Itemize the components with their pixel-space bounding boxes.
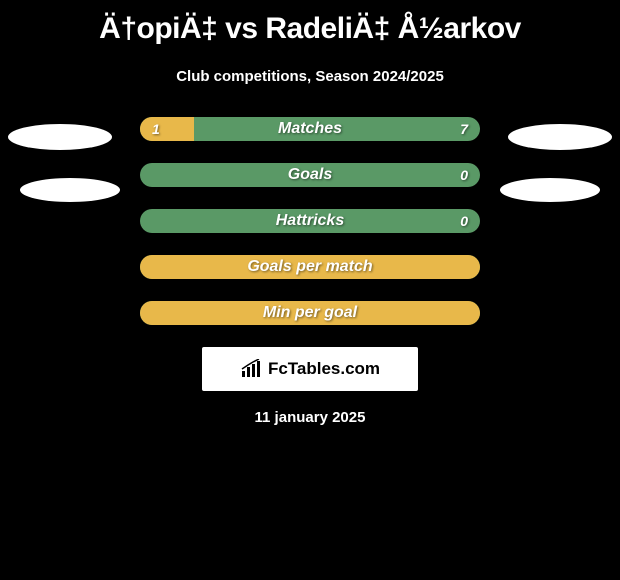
match-title: Ä†opiÄ‡ vs RadeliÄ‡ Å½arkov (0, 0, 620, 46)
stat-label: Matches (140, 120, 480, 138)
stats-section: 1 Matches 7 Goals 0 Hattricks 0 Goals pe… (0, 117, 620, 325)
logo-box[interactable]: FcTables.com (202, 347, 418, 391)
stat-row-goals-per-match: Goals per match (140, 255, 480, 279)
stat-row-goals: Goals 0 (140, 163, 480, 187)
stat-label: Goals (140, 166, 480, 184)
stat-label: Goals per match (140, 258, 480, 276)
stat-value-right: 7 (460, 121, 468, 137)
stat-label: Min per goal (140, 304, 480, 322)
stat-value-right: 0 (460, 213, 468, 229)
chart-icon (240, 359, 264, 379)
stat-label: Hattricks (140, 212, 480, 230)
logo-content: FcTables.com (240, 359, 380, 379)
stat-row-matches: 1 Matches 7 (140, 117, 480, 141)
date-text: 11 january 2025 (0, 409, 620, 426)
stat-row-hattricks: Hattricks 0 (140, 209, 480, 233)
logo-text: FcTables.com (268, 359, 380, 379)
main-container: Ä†opiÄ‡ vs RadeliÄ‡ Å½arkov Club competi… (0, 0, 620, 426)
stat-row-min-per-goal: Min per goal (140, 301, 480, 325)
competition-subtitle: Club competitions, Season 2024/2025 (0, 68, 620, 85)
stat-value-right: 0 (460, 167, 468, 183)
